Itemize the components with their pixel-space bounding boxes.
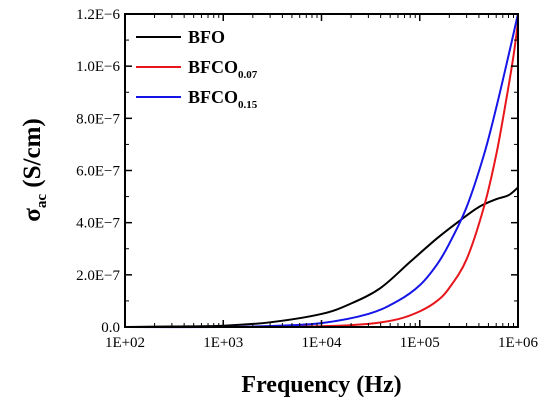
legend-label-main: BFCO	[188, 87, 238, 107]
y-tick-label: 0.0	[101, 320, 120, 336]
y-axis-symbol: σ	[19, 208, 46, 222]
y-axis-title: σac (S/cm)	[19, 118, 50, 221]
legend-label-1: BFCO0.07	[188, 57, 258, 81]
x-tick-label: 1E+03	[203, 335, 243, 351]
y-tick-label: 1.0E−6	[76, 59, 120, 75]
y-axis-subscript: ac	[34, 194, 50, 209]
legend-label-main: BFO	[188, 27, 225, 47]
legend-label-subscript: 0.15	[238, 99, 258, 111]
legend-label-2: BFCO0.15	[188, 87, 258, 111]
series-line-2	[124, 13, 519, 329]
y-axis-unit: (S/cm)	[19, 118, 46, 194]
x-tick-label: 1E+06	[498, 335, 539, 351]
x-tick-label: 1E+05	[400, 335, 440, 351]
y-tick-label: 1.2E−6	[76, 7, 120, 23]
series-layer	[124, 13, 519, 329]
y-tick-label: 4.0E−7	[76, 216, 120, 232]
x-tick-label: 1E+04	[301, 335, 342, 351]
x-axis-title: Frequency (Hz)	[241, 372, 401, 398]
x-tick-label: 1E+02	[105, 335, 145, 351]
y-tick-label: 6.0E−7	[76, 164, 120, 180]
series-line-1	[124, 21, 519, 329]
legend-label-main: BFCO	[188, 57, 238, 77]
ticks-layer: 1E+02 1E+03 1E+04 1E+05 1E+06 0.0 2.0E−7 4.0E−7…	[76, 7, 538, 351]
plot-frame	[124, 13, 519, 328]
y-tick-label: 2.0E−7	[76, 268, 120, 284]
y-tick-label: 8.0E−7	[76, 111, 120, 127]
legend-label-subscript: 0.07	[238, 69, 258, 81]
legend-label-0: BFO	[188, 27, 225, 47]
series-line-0	[124, 186, 519, 328]
